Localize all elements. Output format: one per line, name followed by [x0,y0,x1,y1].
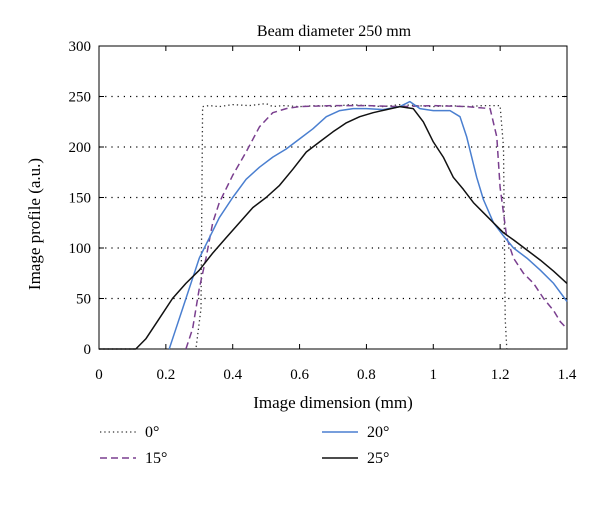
legend-label-1: 15° [145,450,167,467]
y-tick-label: 150 [69,191,92,207]
legend-label-0: 0° [145,424,159,441]
series-line-1 [185,104,568,350]
y-axis-title: Image profile (a.u.) [25,158,44,290]
grid-lines [99,95,567,300]
y-tick-label: 200 [69,140,92,156]
chart-title: Beam diameter 250 mm [257,23,412,40]
series-lines [99,100,568,350]
x-tick-label: 1.4 [558,367,577,383]
y-tick-label: 50 [76,292,91,308]
axis-ticks: 0 50 100 150 200 250 300 0 0.2 0.4 0.6 0.8 1 1.2 1.4 [69,39,577,383]
legend-label-3: 25° [367,450,389,467]
legend: 0° 15° 20° 25° [100,424,389,467]
x-axis-title: Image dimension (mm) [253,393,413,412]
y-tick-label: 300 [69,39,92,55]
x-tick-label: 0.8 [357,367,376,383]
x-tick-label: 1 [430,367,438,383]
y-tick-label: 250 [69,90,92,106]
x-tick-label: 0.4 [223,367,242,383]
x-tick-label: 0.6 [290,367,309,383]
legend-label-2: 20° [367,424,389,441]
series-line-3 [99,105,568,350]
x-tick-label: 1.2 [491,367,510,383]
series-line-2 [168,100,568,350]
x-tick-label: 0.2 [156,367,175,383]
y-tick-label: 0 [84,342,92,358]
y-tick-label: 100 [69,241,92,257]
x-tick-label: 0 [95,367,103,383]
